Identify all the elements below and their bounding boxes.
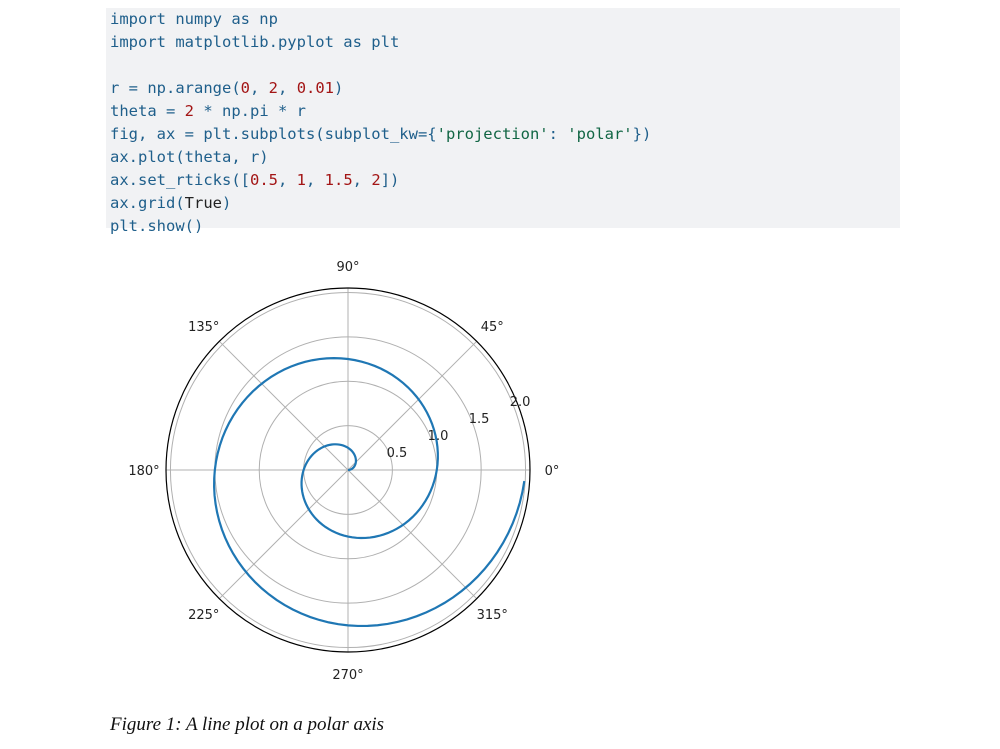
theta-tick-label: 135° bbox=[188, 320, 219, 335]
polar-spine bbox=[165, 287, 531, 653]
theta-tick-label: 180° bbox=[128, 464, 159, 479]
code-token: ) bbox=[334, 79, 344, 97]
theta-gridline bbox=[218, 469, 349, 600]
theta-tick-label: 90° bbox=[336, 260, 359, 275]
code-token: 0 bbox=[240, 79, 250, 97]
code-token: 1.5 bbox=[324, 171, 353, 189]
code-token: 2 bbox=[268, 79, 279, 97]
code-line: import numpy as np bbox=[110, 8, 900, 31]
spiral-line bbox=[213, 357, 526, 628]
r-tick-label: 1.5 bbox=[469, 412, 490, 427]
code-line: plt.show() bbox=[110, 215, 900, 238]
code-token: 2 bbox=[371, 171, 381, 189]
code-token: : bbox=[548, 125, 568, 143]
theta-tick-label: 0° bbox=[545, 464, 560, 479]
r-tick-label: 1.0 bbox=[428, 429, 449, 444]
code-token: 'projection' bbox=[436, 125, 549, 143]
code-token: theta = bbox=[110, 102, 185, 120]
code-line: import matplotlib.pyplot as plt bbox=[110, 31, 900, 54]
code-token: import numpy as np bbox=[110, 10, 278, 28]
code-token: , bbox=[306, 171, 325, 189]
code-token: ) bbox=[221, 194, 232, 212]
code-line: ax.grid(True) bbox=[110, 192, 900, 215]
code-token: 0.01 bbox=[296, 79, 335, 97]
r-tick-label: 0.5 bbox=[387, 446, 408, 461]
code-line: ax.plot(theta, r) bbox=[110, 146, 900, 169]
code-token: , bbox=[277, 171, 297, 189]
code-token: , bbox=[278, 79, 297, 97]
code-line: r = np.arange(0, 2, 0.01) bbox=[110, 77, 900, 100]
theta-tick-label: 225° bbox=[188, 608, 219, 623]
code-token: ]) bbox=[380, 171, 400, 189]
code-line: theta = 2 * np.pi * r bbox=[110, 100, 900, 123]
code-token: , bbox=[250, 79, 269, 97]
code-token: plt.show() bbox=[110, 217, 204, 235]
code-token: fig, ax = plt.subplots(subplot_kw={ bbox=[110, 125, 437, 143]
r-tick-label: 2.0 bbox=[510, 395, 531, 410]
r-gridline bbox=[169, 291, 527, 649]
code-token: ax.grid( bbox=[110, 194, 185, 212]
code-token: import matplotlib.pyplot as plt bbox=[110, 33, 400, 51]
theta-gridline bbox=[218, 340, 349, 471]
theta-tick-label: 315° bbox=[477, 608, 508, 623]
code-token: , bbox=[352, 171, 372, 189]
code-token: ax.set_rticks([ bbox=[110, 171, 250, 189]
code-line: fig, ax = plt.subplots(subplot_kw={'proj… bbox=[110, 123, 900, 146]
figure-caption: Figure 1: A line plot on a polar axis bbox=[110, 714, 385, 735]
code-token: 1 bbox=[296, 171, 306, 189]
code-token: * np.pi * r bbox=[194, 102, 306, 120]
theta-gridline bbox=[347, 469, 478, 600]
code-line: ax.set_rticks([0.5, 1, 1.5, 2]) bbox=[110, 169, 900, 192]
code-token: ax.plot(theta, r) bbox=[110, 148, 269, 166]
code-token: 2 bbox=[184, 102, 194, 120]
code-token: r = np.arange( bbox=[110, 79, 241, 97]
code-block: import numpy as np import matplotlib.pypl… bbox=[106, 8, 900, 235]
theta-tick-label: 270° bbox=[332, 668, 363, 683]
code-token: }) bbox=[632, 125, 652, 143]
code-token: 0.5 bbox=[249, 171, 278, 189]
code-token: 'polar' bbox=[567, 125, 633, 143]
theta-gridline bbox=[347, 340, 478, 471]
theta-tick-label: 45° bbox=[481, 320, 504, 335]
code-token: True bbox=[184, 194, 222, 212]
